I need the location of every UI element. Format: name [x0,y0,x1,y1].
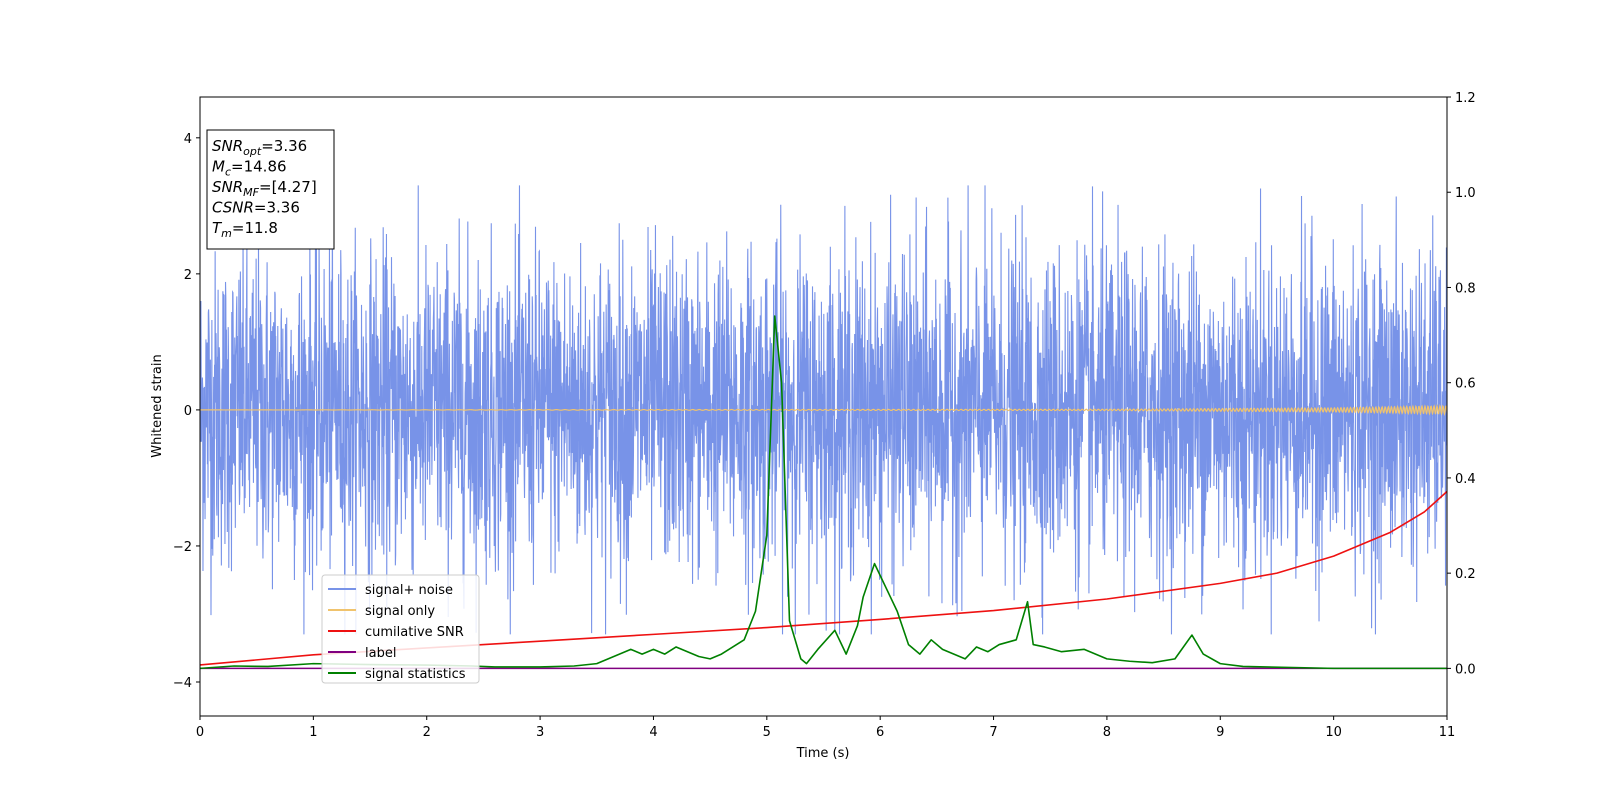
annotation-line: CSNR=3.36 [212,199,300,217]
y-left-tick-label: 4 [184,132,192,147]
x-tick-label: 9 [1216,725,1224,740]
y-right-tick-label: 1.0 [1455,186,1476,201]
legend-label: label [365,646,396,661]
y-right-tick-label: 0.0 [1455,662,1476,677]
y-right-tick-label: 0.6 [1455,377,1476,392]
annotation-line: SNRMF=[4.27] [212,178,317,199]
annotation-box: SNRopt=3.36Mc=14.86SNRMF=[4.27]CSNR=3.36… [206,129,335,250]
legend-label: signal+ noise [365,583,453,598]
x-tick-label: 1 [309,725,317,740]
x-tick-label: 10 [1325,725,1342,740]
annotation-line: Tm=11.8 [212,219,278,240]
y-left-tick-label: 0 [184,404,192,419]
legend-label: signal statistics [365,667,466,682]
y-left-tick-label: 2 [184,268,192,283]
x-tick-label: 0 [196,725,204,740]
y-axis-right-ticks: 1.2 1.0 0.8 0.6 0.4 0.2 0.0 [1447,91,1476,677]
annotation-line: Mc=14.86 [212,158,287,179]
legend-frame [321,574,480,684]
x-tick-label: 7 [989,725,997,740]
y-right-tick-label: 0.8 [1455,281,1476,296]
y-left-tick-label: −4 [173,676,192,691]
x-tick-label: 3 [536,725,544,740]
x-tick-label: 11 [1439,725,1456,740]
axes-frame [199,96,1448,717]
y-right-tick-label: 0.2 [1455,567,1476,582]
y-left-tick-label: −2 [173,540,192,555]
series-signal-only [200,403,1447,417]
y-axis-label: Whitened strain [150,354,165,457]
x-tick-label: 5 [763,725,771,740]
legend-label: cumilative SNR [365,625,464,640]
y-axis-left-ticks: 4 2 0 −2 −4 [173,132,200,691]
annotation-line: SNRopt=3.36 [212,137,307,158]
x-axis-label: Time (s) [796,746,850,761]
x-tick-label: 4 [649,725,657,740]
series-signal-statistics [200,315,1447,670]
legend: signal+ noise signal only cumilative SNR la… [321,574,480,684]
legend-label: signal only [365,604,435,619]
x-axis-ticks: 0 1 2 3 4 5 6 7 8 9 10 11 [196,716,1455,740]
x-tick-label: 6 [876,725,884,740]
y-right-tick-label: 0.4 [1455,472,1476,487]
y-right-tick-label: 1.2 [1455,91,1476,106]
x-tick-label: 8 [1103,725,1111,740]
annotation-frame [206,129,335,250]
x-tick-label: 2 [423,725,431,740]
